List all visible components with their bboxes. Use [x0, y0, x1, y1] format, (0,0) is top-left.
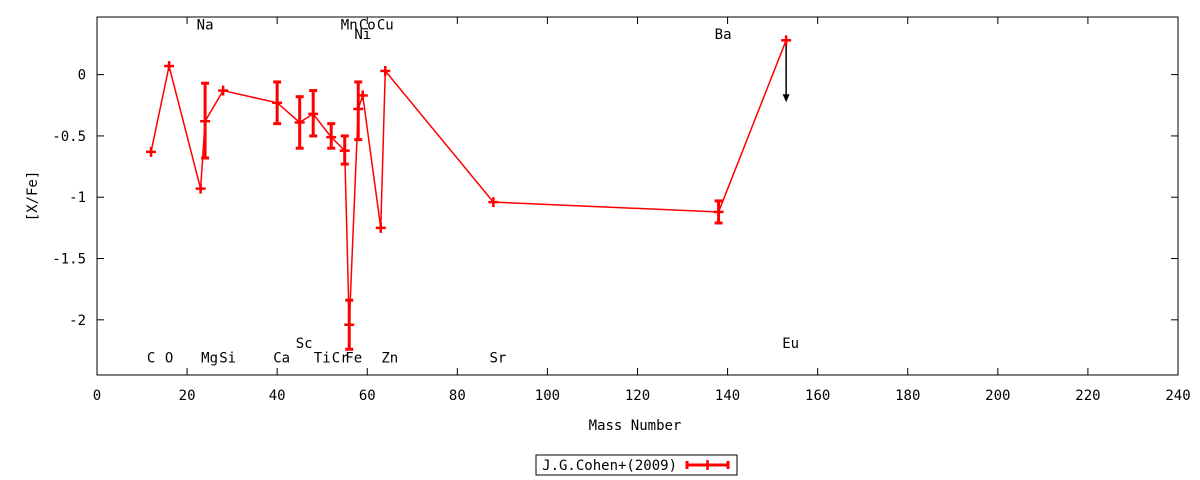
- x-tick-label: 240: [1165, 388, 1190, 404]
- x-tick-label: 220: [1075, 388, 1100, 404]
- element-label: Sc: [296, 336, 313, 352]
- x-tick-label: 200: [985, 388, 1010, 404]
- x-tick-label: 40: [269, 388, 286, 404]
- upper-limit-arrow-head: [782, 94, 790, 103]
- element-label: Ti: [314, 351, 331, 367]
- x-tick-label: 180: [895, 388, 920, 404]
- y-tick-labels: 0 -0.5 -1 -1.5 -2: [52, 68, 86, 329]
- x-tick-label: 20: [179, 388, 196, 404]
- element-label: Ba: [715, 27, 732, 43]
- x-tick-label: 160: [805, 388, 830, 404]
- element-label: Ni: [354, 27, 371, 43]
- element-label: Cu: [377, 17, 394, 33]
- element-label: Cr: [332, 351, 349, 367]
- axis-ticks: [96, 17, 1179, 375]
- element-label: O: [165, 351, 173, 367]
- x-tick-label: 0: [93, 388, 101, 404]
- element-label: Si: [219, 351, 236, 367]
- element-label: Na: [197, 17, 214, 33]
- x-tick-label: 60: [359, 388, 376, 404]
- element-label: Fe: [345, 351, 362, 367]
- y-tick-label: -1: [69, 190, 86, 206]
- element-label: Mn: [341, 17, 358, 33]
- element-label: Mg: [201, 351, 218, 367]
- y-tick-label: 0: [78, 68, 86, 84]
- y-tick-label: -2: [69, 313, 86, 329]
- y-axis-label: [X/Fe]: [25, 171, 41, 222]
- element-label: Ca: [273, 351, 290, 367]
- element-label: Co: [359, 17, 376, 33]
- x-tick-label: 80: [449, 388, 466, 404]
- legend-series-sample: [685, 460, 730, 470]
- element-label: C: [147, 351, 155, 367]
- legend-box: [535, 454, 738, 476]
- element-label: Sr: [489, 351, 506, 367]
- x-tick-labels: 0 20 40 60 80 100 120 140 160 180 200 220 240: [93, 388, 1191, 404]
- element-label: Eu: [782, 336, 799, 352]
- series-group: [146, 35, 792, 351]
- legend-entry-label: J.G.Cohen+(2009): [542, 458, 677, 474]
- plot-frame: [96, 16, 1179, 376]
- y-tick-label: -1.5: [52, 252, 86, 268]
- x-tick-label: 140: [715, 388, 740, 404]
- x-tick-label: 100: [535, 388, 560, 404]
- series-line: [150, 40, 787, 325]
- x-tick-label: 120: [625, 388, 650, 404]
- element-label: Zn: [381, 351, 398, 367]
- x-axis-label: Mass Number: [589, 418, 682, 434]
- y-tick-label: -0.5: [52, 129, 86, 145]
- legend: J.G.Cohen+(2009): [535, 454, 738, 476]
